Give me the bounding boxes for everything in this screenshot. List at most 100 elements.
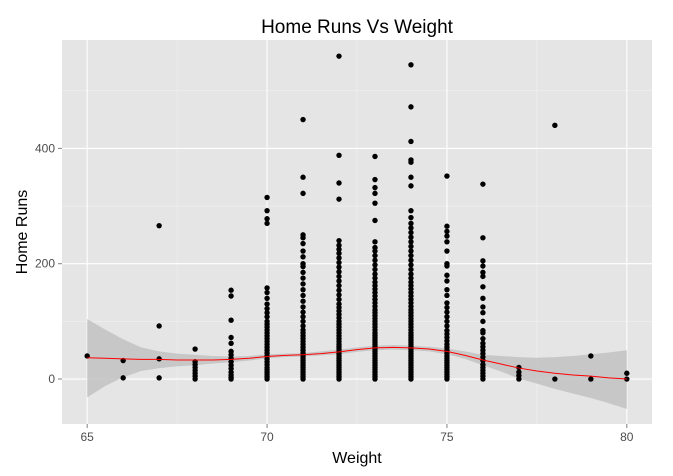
data-point (336, 287, 342, 293)
y-tick-label: 400 (35, 141, 55, 155)
data-point (300, 281, 306, 287)
data-point (372, 252, 378, 259)
data-point (156, 375, 162, 381)
data-point (336, 246, 342, 252)
data-point (372, 190, 378, 197)
data-point (300, 275, 306, 281)
data-point (264, 305, 270, 312)
data-point (372, 200, 378, 206)
data-points (84, 53, 630, 382)
data-point (300, 318, 306, 325)
data-point (264, 289, 270, 296)
data-point (588, 353, 594, 359)
data-point (264, 220, 270, 227)
data-point (444, 248, 450, 254)
data-point (264, 301, 270, 307)
data-point (228, 293, 234, 299)
data-point (444, 300, 450, 306)
data-point (264, 318, 270, 325)
data-point (588, 376, 594, 382)
data-point (300, 292, 306, 299)
data-point (300, 298, 306, 304)
data-point (300, 304, 306, 310)
data-point (300, 327, 306, 333)
data-point (480, 181, 486, 187)
data-point (372, 279, 378, 285)
data-point (336, 259, 342, 266)
data-point (552, 122, 558, 129)
data-point (624, 370, 630, 376)
data-point (120, 375, 126, 381)
data-point (480, 269, 486, 276)
data-point (408, 229, 414, 236)
data-point (444, 173, 450, 179)
data-point (444, 223, 450, 229)
data-point (300, 232, 306, 238)
data-point (300, 254, 306, 260)
data-point (228, 340, 234, 346)
x-tick-label: 65 (81, 430, 95, 444)
data-point (408, 266, 414, 273)
x-tick-label: 75 (440, 430, 454, 444)
data-point (228, 334, 234, 341)
data-point (300, 323, 306, 329)
data-point (408, 279, 414, 285)
data-point (444, 318, 450, 325)
data-point (480, 273, 486, 280)
data-point (444, 272, 450, 278)
data-point (408, 257, 414, 263)
data-point (408, 207, 414, 214)
data-point (516, 369, 522, 375)
data-point (336, 273, 342, 280)
x-tick-label: 70 (260, 430, 274, 444)
data-point (372, 257, 378, 263)
data-point (264, 207, 270, 214)
data-point (300, 261, 306, 267)
data-point (336, 250, 342, 257)
data-point (408, 243, 414, 250)
data-point (408, 239, 414, 245)
data-point (444, 327, 450, 334)
data-point (444, 314, 450, 320)
data-point (336, 278, 342, 284)
data-point (480, 284, 486, 290)
data-point (444, 228, 450, 235)
data-point (444, 323, 450, 329)
data-point (408, 252, 414, 259)
data-point (336, 242, 342, 248)
data-point (300, 248, 306, 254)
data-point (264, 216, 270, 222)
x-tick-label: 80 (620, 430, 634, 444)
data-point (408, 62, 414, 68)
data-point (300, 190, 306, 197)
data-point (408, 157, 414, 163)
y-axis-label: Home Runs (14, 190, 31, 274)
data-point (408, 174, 414, 180)
data-point (408, 262, 414, 268)
chart-title: Home Runs Vs Weight (261, 17, 454, 38)
y-axis-ticks: 0 200 400 (35, 141, 62, 386)
data-point (372, 271, 378, 277)
data-point (444, 233, 450, 239)
data-point (156, 323, 162, 329)
data-point (336, 53, 342, 59)
data-point (516, 364, 522, 371)
data-point (444, 309, 450, 315)
data-point (408, 183, 414, 189)
data-point (336, 152, 342, 159)
data-point (408, 225, 414, 231)
data-point (480, 327, 486, 334)
data-point (480, 340, 486, 346)
data-point (480, 335, 486, 342)
data-point (372, 176, 378, 183)
x-axis-label: Weight (332, 450, 382, 467)
data-point (480, 263, 486, 269)
data-point (300, 286, 306, 293)
data-point (480, 318, 486, 325)
data-point (264, 194, 270, 201)
data-point (336, 237, 342, 244)
data-point (264, 285, 270, 291)
data-point (300, 309, 306, 315)
data-point (372, 262, 378, 268)
data-point (228, 317, 234, 323)
